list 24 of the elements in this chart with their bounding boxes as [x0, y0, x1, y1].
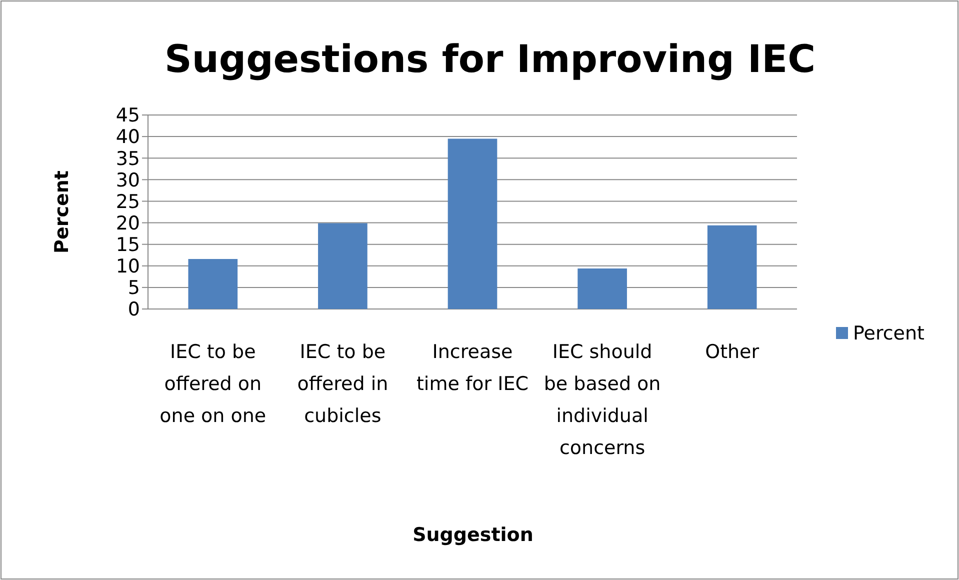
bar — [448, 138, 498, 309]
x-tick-label: IEC to be offered on one on one — [160, 341, 266, 427]
x-tick-label: Other — [705, 341, 760, 363]
y-tick-label: 10 — [116, 256, 140, 278]
x-tick-label: IEC should be based on individual concerns — [544, 341, 661, 459]
y-tick-label: 5 — [128, 277, 140, 300]
x-tick-label: Increase time for IEC — [416, 341, 529, 395]
bar — [707, 225, 757, 309]
bar — [188, 258, 238, 309]
y-tick-label: 30 — [116, 169, 140, 192]
y-tick-label: 40 — [116, 126, 140, 148]
bar — [578, 268, 627, 309]
bar — [318, 223, 368, 309]
x-tick-label: IEC to be offered in cubicles — [297, 341, 388, 427]
y-tick-label: 35 — [116, 148, 140, 170]
y-tick-label: 45 — [116, 104, 140, 127]
y-tick-label: 25 — [116, 190, 140, 213]
y-tick-label: 20 — [116, 212, 140, 234]
y-tick-label: 0 — [128, 298, 140, 321]
y-axis-title: Percent — [51, 170, 73, 254]
x-axis-title: Suggestion — [412, 524, 534, 546]
chart-title: Suggestions for Improving IEC — [164, 37, 816, 81]
legend-label: Percent — [853, 322, 924, 345]
y-tick-label: 15 — [116, 234, 140, 256]
